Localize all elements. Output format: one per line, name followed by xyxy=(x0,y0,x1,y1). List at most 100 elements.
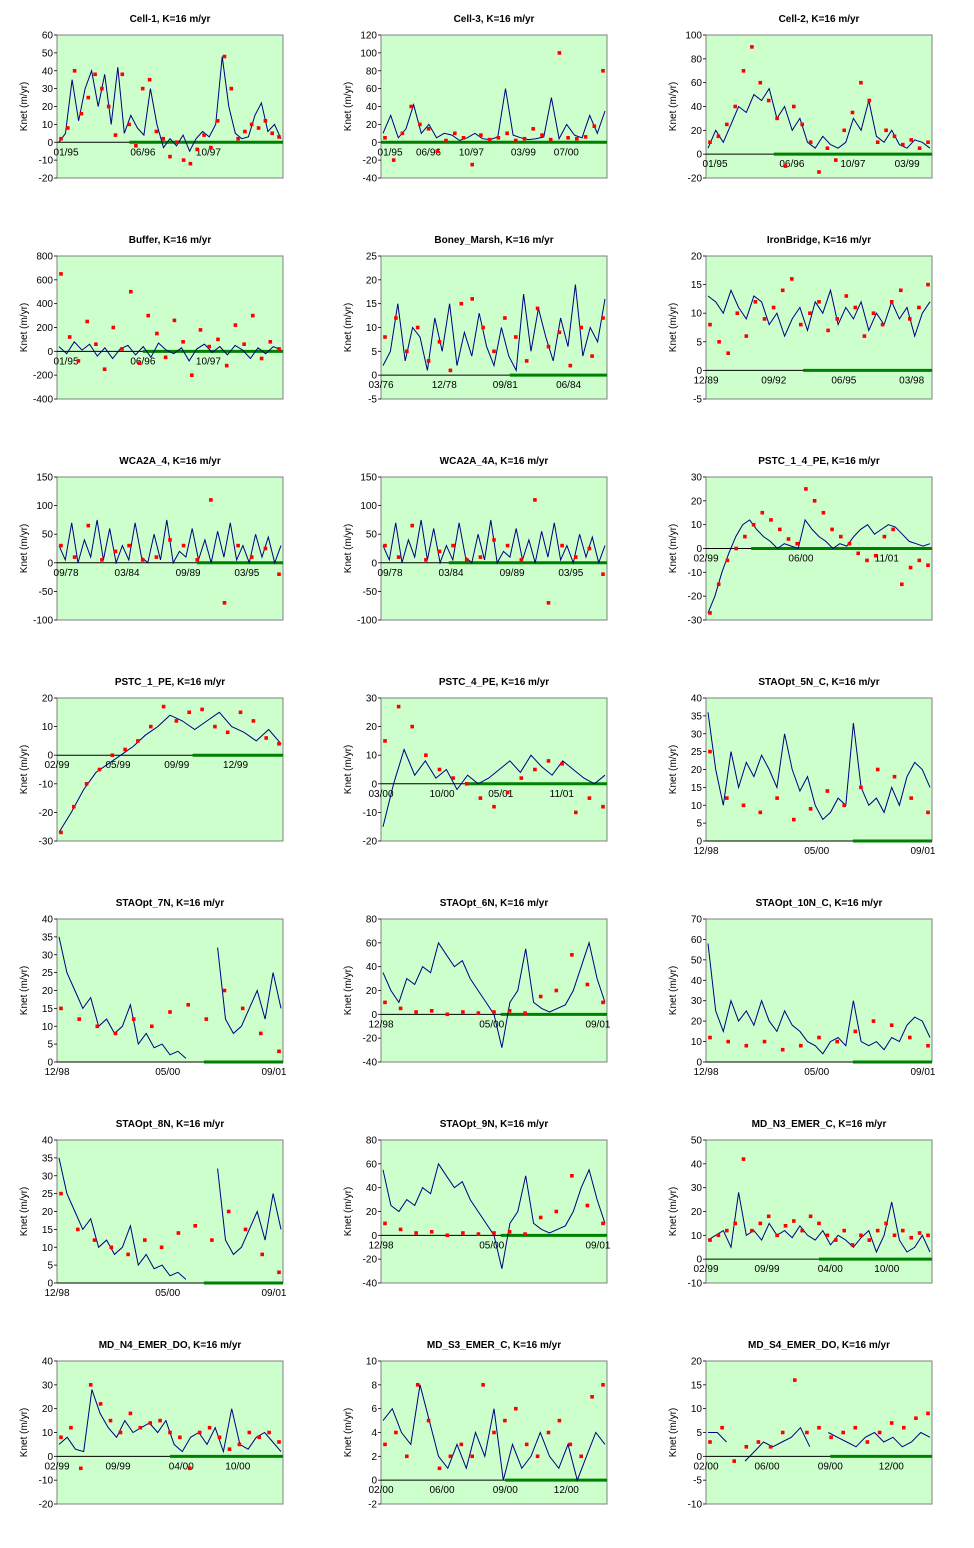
data-point xyxy=(780,1430,785,1435)
data-point xyxy=(917,558,922,563)
y-tick-label: 20 xyxy=(691,126,703,137)
data-point xyxy=(383,1221,387,1226)
data-point xyxy=(726,1039,730,1044)
data-point xyxy=(585,982,590,987)
data-point xyxy=(917,305,921,310)
x-tick-label: 06/00 xyxy=(788,554,813,565)
data-point xyxy=(908,1035,912,1040)
data-point xyxy=(188,161,193,166)
data-point xyxy=(216,337,220,342)
y-tick-label: 0 xyxy=(696,544,702,555)
data-point xyxy=(187,710,191,715)
x-tick-label: 09/78 xyxy=(378,568,403,579)
data-point xyxy=(856,551,860,556)
series-line xyxy=(58,936,282,1059)
data-point xyxy=(383,136,387,140)
chart-title: Cell-1, K=16 m/yr xyxy=(130,14,211,25)
y-tick-label: 15 xyxy=(691,783,703,794)
plot-area xyxy=(705,255,933,400)
data-point xyxy=(901,1228,905,1233)
y-tick-label: -10 xyxy=(363,808,378,819)
data-point xyxy=(496,136,501,140)
y-tick-label: 40 xyxy=(366,1183,378,1194)
data-point xyxy=(538,994,543,999)
data-point xyxy=(222,988,227,993)
chart-title: MD_N3_EMER_C, K=16 m/yr xyxy=(752,1119,887,1130)
chart-panel: Boney_Marsh, K=16 m/yr 25 20 15 10 5 0 -5 Knet (… xyxy=(343,235,608,406)
data-point xyxy=(792,817,796,822)
x-tick-label: 06/96 xyxy=(779,159,804,170)
x-tick-label: 12/99 xyxy=(223,760,248,771)
data-point xyxy=(168,538,172,542)
data-point xyxy=(914,1416,918,1420)
data-point xyxy=(762,317,767,321)
data-point xyxy=(277,572,281,576)
y-tick-label: 30 xyxy=(42,84,54,95)
data-point xyxy=(178,1435,182,1440)
data-point xyxy=(227,1447,232,1451)
x-tick-label: 12/00 xyxy=(879,1461,904,1472)
x-tick-label: 03/84 xyxy=(439,568,464,579)
data-point xyxy=(159,1245,164,1250)
data-point xyxy=(805,1430,809,1435)
y-tick-label: 0 xyxy=(371,558,377,569)
y-tick-label: 60 xyxy=(366,938,378,949)
data-point xyxy=(492,1010,496,1014)
y-tick-label: -10 xyxy=(688,1279,703,1290)
plot-area xyxy=(56,1139,284,1284)
data-point xyxy=(862,334,867,338)
data-point xyxy=(426,127,431,131)
data-point xyxy=(741,803,746,808)
data-point xyxy=(236,543,240,548)
y-axis-label: Knet (m/yr) xyxy=(19,745,30,794)
y-tick-label: 20 xyxy=(366,986,378,997)
data-point xyxy=(835,317,839,321)
y-tick-label: -40 xyxy=(363,1058,378,1069)
x-tick-label: 03/98 xyxy=(899,375,924,386)
y-tick-label: 40 xyxy=(691,976,703,987)
data-point xyxy=(560,762,564,766)
data-point xyxy=(76,1227,80,1232)
data-point xyxy=(110,753,115,757)
data-point xyxy=(766,98,771,103)
y-tick-label: 40 xyxy=(42,915,54,926)
data-point xyxy=(383,1442,387,1447)
x-tick-label: 09/89 xyxy=(176,568,201,579)
data-point xyxy=(875,1228,880,1233)
plot-area xyxy=(705,1360,933,1505)
data-point xyxy=(210,1238,214,1242)
data-point xyxy=(708,749,712,754)
x-tick-label: 12/98 xyxy=(693,1067,718,1078)
data-point xyxy=(148,1421,152,1425)
chart-title: STAOpt_10N_C, K=16 m/yr xyxy=(756,898,883,909)
data-point xyxy=(917,1231,922,1235)
data-point xyxy=(548,137,553,142)
data-point xyxy=(734,546,738,551)
y-tick-label: 80 xyxy=(366,66,378,77)
data-point xyxy=(875,140,880,144)
series-line xyxy=(58,56,282,153)
data-point xyxy=(190,373,194,377)
plot-area xyxy=(56,476,284,621)
data-point xyxy=(97,767,102,772)
data-point xyxy=(161,136,165,141)
y-axis-label: Knet (m/yr) xyxy=(19,524,30,573)
data-point xyxy=(877,1430,882,1435)
data-point xyxy=(229,86,234,91)
y-tick-label: 10 xyxy=(42,722,54,733)
x-tick-label: 05/99 xyxy=(106,760,131,771)
y-tick-label: 30 xyxy=(42,1380,54,1391)
x-tick-label: 05/00 xyxy=(479,1240,504,1251)
y-tick-label: 80 xyxy=(366,915,378,926)
data-point xyxy=(808,807,813,811)
data-point xyxy=(829,1435,833,1440)
data-point xyxy=(867,98,872,103)
chart-title: MD_S4_EMER_DO, K=16 m/yr xyxy=(748,1340,890,1351)
x-tick-label: 02/99 xyxy=(693,1264,718,1275)
data-point xyxy=(140,558,145,562)
x-tick-label: 05/00 xyxy=(155,1067,180,1078)
data-point xyxy=(775,116,779,121)
y-tick-label: -20 xyxy=(363,1255,378,1266)
data-point xyxy=(834,1238,838,1242)
chart-panel: WCA2A_4, K=16 m/yr 150 100 50 0 -50 -100 Knet (… xyxy=(19,456,284,627)
